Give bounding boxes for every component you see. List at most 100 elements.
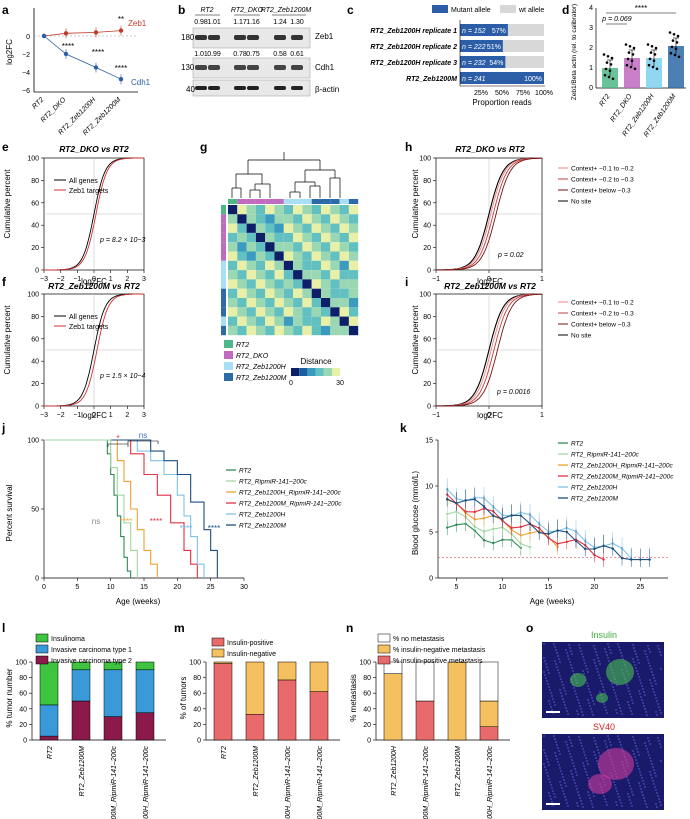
g-heat-cell [246, 307, 256, 317]
o-nucleus-dot [560, 784, 562, 786]
f-ytick-label: 60 [31, 336, 39, 343]
o-nucleus-dot [589, 691, 591, 693]
n-legend-swatch [377, 633, 391, 643]
o-nucleus-dot [628, 704, 630, 706]
g-heat-cell [321, 214, 331, 224]
g-heat-cell [255, 205, 266, 215]
e-xtick-label: −1 [73, 276, 81, 283]
o-nucleus-dot [556, 652, 558, 654]
o-nucleus-dot [604, 648, 606, 650]
b-band-cdh1 [291, 65, 303, 70]
g-heat-cell [348, 260, 359, 271]
o-nucleus-dot [617, 793, 619, 795]
g-heat-cell [265, 298, 275, 308]
o-nucleus-dot [545, 663, 547, 665]
o-nucleus-dot [627, 687, 629, 689]
o-nucleus-dot [563, 793, 565, 795]
o-nucleus-dot [654, 772, 656, 774]
o-nucleus-dot [574, 690, 576, 692]
o-nucleus-dot [577, 791, 579, 793]
d-dot [672, 33, 676, 36]
k-xtick-label: 15 [545, 584, 553, 591]
o-nucleus-dot [634, 742, 636, 744]
f-title: RT2_Zeb1200M vs RT2 [48, 281, 140, 291]
o-nucleus-dot [580, 800, 582, 802]
panel-g-letter: g [200, 140, 207, 154]
a-ytick-0: 0 [26, 34, 30, 41]
o-nucleus-dot [561, 681, 563, 683]
o-nucleus-dot [583, 765, 585, 767]
g-heat-cell [228, 232, 238, 243]
o-nucleus-dot [628, 690, 630, 692]
j-survival-curve [44, 439, 218, 578]
o-nucleus-dot [593, 795, 595, 797]
o-nucleus-dot [578, 736, 580, 738]
g-heat-cell [228, 242, 238, 252]
o-nucleus-dot [548, 778, 550, 780]
d-dot [627, 51, 631, 54]
e-ytick-label: 80 [31, 178, 39, 185]
d-dot [648, 57, 652, 61]
g-heat-cell [274, 288, 284, 298]
d-ytick-1: 1 [589, 65, 593, 72]
panel-b: b RT2 RT2_DKO RT2_Zeb1200M 0.98 1.01 1.17 1… [178, 3, 339, 97]
d-dot [630, 59, 634, 62]
f-xtick-label: 1 [109, 412, 113, 419]
a-cdh1-label: Cdh1 [131, 78, 151, 87]
f-xtick-label: 3 [142, 412, 146, 419]
b-zeb1-value: 1.30 [290, 19, 304, 26]
g-heat-cell [228, 325, 238, 336]
o-nucleus-dot [555, 649, 557, 651]
j-legend-label: RT2_RipmiR-141–200c [239, 479, 308, 486]
g-heat-cell [265, 325, 275, 336]
e-xtick-label: 3 [142, 276, 146, 283]
o-nucleus-dot [554, 646, 556, 648]
d-dot [646, 43, 650, 46]
e-xlabel: log2FC [81, 277, 107, 286]
o-nucleus-dot [620, 802, 622, 804]
d-dot [610, 56, 614, 60]
o-nucleus-dot [565, 649, 567, 651]
o-nucleus-dot [633, 753, 635, 755]
a-star-3: **** [115, 64, 127, 73]
g-heat-cell [293, 214, 303, 224]
m-cat-label: RT2_Zeb1200H_RipmiR-141–200c [285, 746, 292, 819]
o-nucleus-dot [582, 656, 584, 658]
b-band-actin [195, 86, 207, 90]
o-nucleus-dot [649, 679, 651, 681]
o-nucleus-dot [565, 799, 567, 801]
c-bar-mutant [460, 72, 544, 84]
l-cat-label: RT2 [47, 746, 54, 759]
g-heat-cell [265, 279, 275, 289]
m-bar-seg [245, 714, 265, 741]
g-heat-cell [274, 270, 284, 280]
o-nucleus-dot [658, 648, 660, 650]
o-nucleus-dot [563, 779, 565, 781]
o-nucleus-dot [621, 713, 623, 715]
o-nucleus-dot [559, 781, 561, 783]
o-nucleus-dot [660, 760, 662, 762]
g-heat-cell [293, 307, 303, 317]
g-col-annot [255, 199, 266, 204]
o-nucleus-dot [655, 803, 657, 805]
o-nucleus-dot [551, 695, 553, 697]
f-pvalue: p = 1.5 × 10−4 [99, 373, 145, 380]
panel-l-letter: l [2, 621, 5, 635]
b-band-cdh1 [208, 65, 220, 70]
o-nucleus-dot [612, 686, 614, 688]
m-legend-label: Insulin-positive [227, 640, 273, 647]
j-sig-orange: **** [120, 517, 132, 526]
l-ytick-label: 80 [19, 675, 27, 682]
o-nucleus-dot [546, 772, 548, 774]
o-nucleus-dot [640, 682, 642, 684]
panel-g: g RT2 RT2_DKO RT2_Zeb1200H RT2_Zeb1200M Dis… [200, 140, 359, 387]
j-sig-darkblue: **** [208, 524, 220, 533]
o-nucleus-dot [638, 676, 640, 678]
l-legend-label: Insulinoma [51, 636, 85, 643]
j-sig-ns-top: ns [139, 431, 147, 440]
g-heat-cell [255, 260, 266, 271]
c-row-label: RT2_Zeb1200M [406, 76, 457, 83]
o-nucleus-dot [543, 671, 545, 673]
o-nucleus-dot [587, 763, 589, 765]
f-ytick-label: 40 [31, 359, 39, 366]
